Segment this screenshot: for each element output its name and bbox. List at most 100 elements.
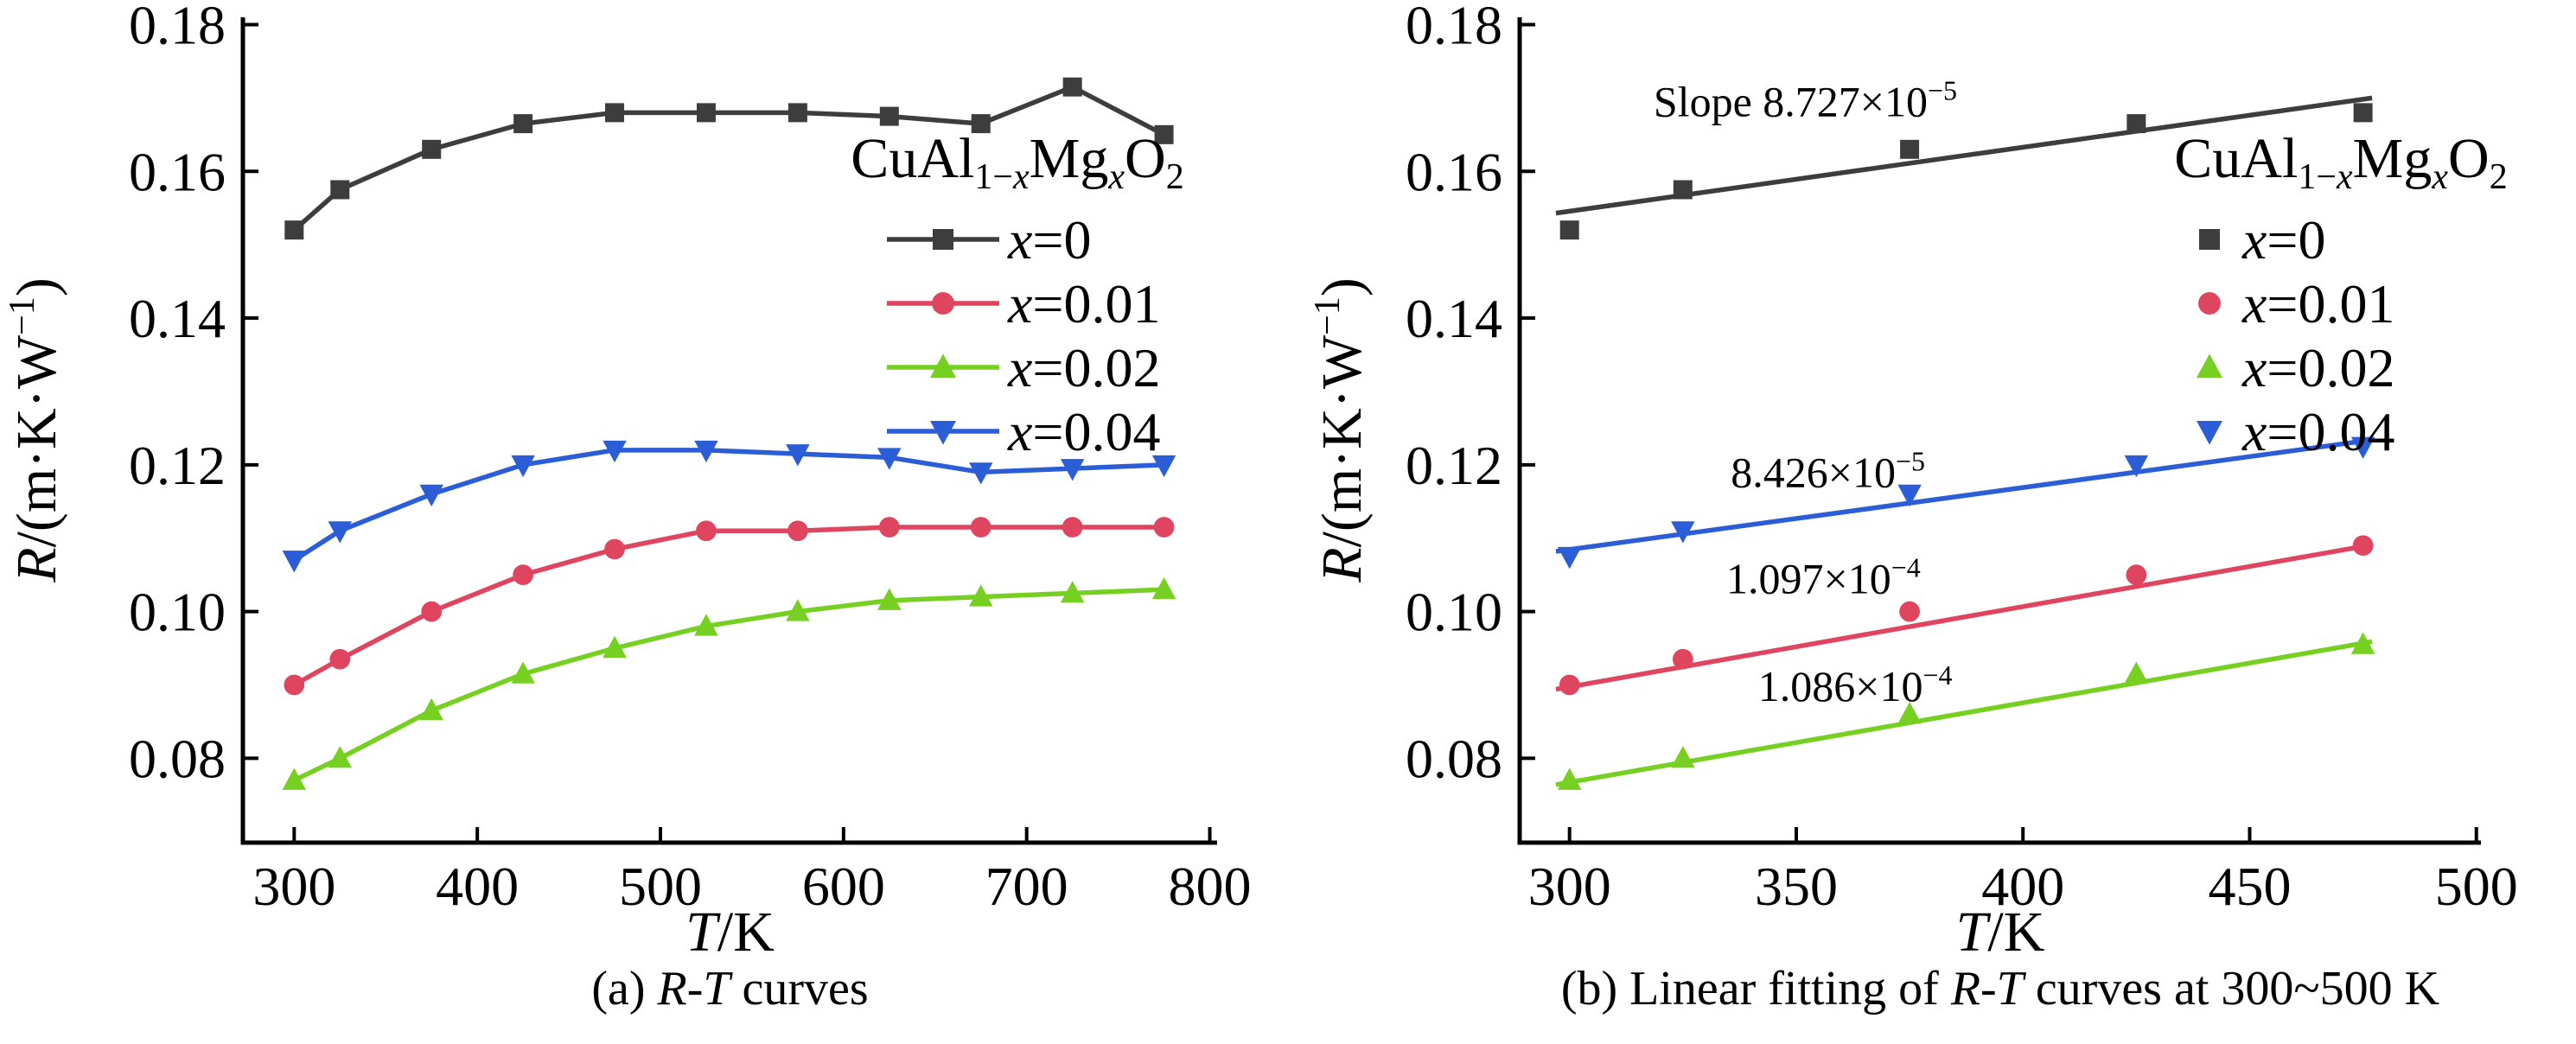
x-tick-label: 600	[802, 856, 885, 917]
chart-panel-a: 300 400 500 600 700 800 0.08 0.10 0.12 0.14 0.16 0.…	[3, 0, 1252, 964]
x-tick-label: 700	[985, 856, 1068, 917]
chart-svg-a: 300 400 500 600 700 800 0.08 0.10 0.12 0.14 0.16 0.…	[3, 0, 1252, 964]
marker-circle	[1899, 601, 1920, 622]
marker-triangle-down	[786, 444, 810, 467]
marker-triangle-up	[511, 661, 535, 684]
marker-square	[2126, 114, 2146, 134]
marker-triangle-down	[2197, 421, 2222, 445]
legend	[2197, 229, 2222, 445]
marker-triangle-up	[877, 588, 902, 610]
marker-square	[2353, 103, 2373, 123]
axes	[1517, 17, 2481, 845]
marker-triangle-up	[282, 767, 307, 790]
y-tick-label: 0.18	[1406, 0, 1502, 55]
caption-a-pre: (a)	[591, 962, 658, 1015]
y-tick-label: 0.16	[129, 141, 226, 202]
y-tick-label: 0.12	[1406, 435, 1502, 496]
fit-line	[1555, 437, 2373, 554]
marker-circle	[1559, 674, 1580, 696]
marker-triangle-down	[1557, 546, 1582, 570]
marker-triangle-down	[1151, 455, 1176, 478]
marker-square	[787, 103, 807, 123]
marker-circle	[1672, 648, 1693, 670]
y-tick-label: 0.12	[129, 435, 226, 496]
fit-line	[1555, 542, 2373, 692]
slope-annotation: 1.086×10−4	[1758, 659, 1953, 710]
x-axis-label: T/K	[685, 901, 775, 964]
legend-title: CuAl1−xMgxO2	[851, 127, 1183, 197]
marker-square	[1559, 220, 1579, 240]
series-x=0	[1555, 95, 2373, 240]
caption-b-pre: (b) Linear fitting of	[1560, 962, 1951, 1015]
marker-square	[1062, 77, 1082, 97]
marker-triangle-up	[930, 353, 956, 378]
marker-triangle-down	[1060, 459, 1085, 481]
y-tick-label: 0.14	[1406, 288, 1502, 349]
marker-triangle-up	[1897, 702, 1922, 724]
marker-circle	[787, 520, 808, 542]
marker-square	[879, 106, 899, 126]
legend-label: x=0	[2241, 209, 2326, 271]
fit-line	[1555, 639, 2373, 787]
marker-square	[1154, 124, 1174, 144]
marker-circle	[284, 674, 305, 696]
series-x=0.01	[1555, 535, 2374, 696]
marker-square	[1900, 139, 1920, 159]
y-tick-label: 0.14	[129, 288, 226, 349]
legend-label: x=0.04	[2241, 401, 2395, 462]
marker-triangle-down	[1897, 484, 1922, 507]
series-x=0.02	[1555, 632, 2375, 790]
legend-label: x=0.02	[1007, 337, 1161, 398]
series-x=0.02	[282, 576, 1176, 790]
caption-a-italic: R-T	[657, 962, 730, 1015]
series-line	[292, 448, 1164, 563]
marker-triangle-up	[968, 584, 993, 607]
marker-triangle-down	[968, 462, 993, 485]
marker-triangle-down	[877, 448, 902, 470]
marker-circle	[2126, 564, 2147, 586]
caption-b: (b) Linear fitting of R-T curves at 300~…	[1520, 961, 2481, 1016]
marker-circle	[878, 517, 900, 538]
x-tick-label: 300	[1528, 856, 1611, 917]
chart-panel-b: 300 350 400 450 500 0.08 0.10 0.12 0.14 0.16 0.18 T…	[1288, 0, 2576, 1044]
marker-circle	[421, 601, 443, 622]
legend-label: x=0.04	[1007, 401, 1161, 462]
marker-triangle-down	[2124, 455, 2149, 478]
y-tick-label: 0.08	[1406, 728, 1502, 789]
marker-circle	[970, 517, 992, 538]
marker-square	[330, 180, 350, 200]
x-tick-label: 400	[1981, 856, 2064, 917]
slope-annotation: Slope 8.727×10−5	[1654, 75, 1957, 126]
slope-annotation: 8.426×10−5	[1731, 445, 1925, 496]
marker-circle	[1062, 517, 1083, 538]
caption-b-post: curves at 300~500 K	[2023, 962, 2440, 1015]
x-axis-label: T/K	[1956, 901, 2045, 964]
y-axis-label: R/(m·K·W−1)	[1308, 277, 1374, 583]
series-x=0.01	[284, 517, 1175, 696]
marker-circle	[513, 564, 533, 586]
marker-triangle-up	[2124, 661, 2149, 684]
x-tick-label: 800	[1169, 856, 1252, 917]
marker-triangle-down	[511, 455, 535, 478]
y-tick-label: 0.18	[129, 0, 226, 55]
legend-label: x=0.01	[2241, 273, 2395, 334]
slope-annotation: 1.097×10−4	[1726, 551, 1921, 602]
marker-circle	[932, 292, 954, 315]
marker-triangle-down	[328, 521, 353, 544]
marker-triangle-up	[2350, 632, 2375, 654]
marker-square	[513, 114, 533, 134]
marker-circle	[696, 520, 717, 542]
marker-square	[696, 103, 716, 123]
marker-square	[605, 103, 625, 123]
marker-triangle-up	[1151, 576, 1176, 600]
legend-title: CuAl1−xMgxO2	[2174, 127, 2507, 197]
marker-square	[1673, 180, 1693, 200]
marker-triangle-up	[328, 746, 353, 768]
legend-label: x=0.01	[1007, 273, 1161, 334]
marker-circle	[2198, 292, 2221, 315]
marker-circle	[329, 648, 351, 670]
marker-triangle-up	[694, 614, 718, 636]
marker-square	[971, 114, 991, 134]
x-tick-label: 400	[436, 856, 519, 917]
x-tick-label: 350	[1755, 856, 1838, 917]
